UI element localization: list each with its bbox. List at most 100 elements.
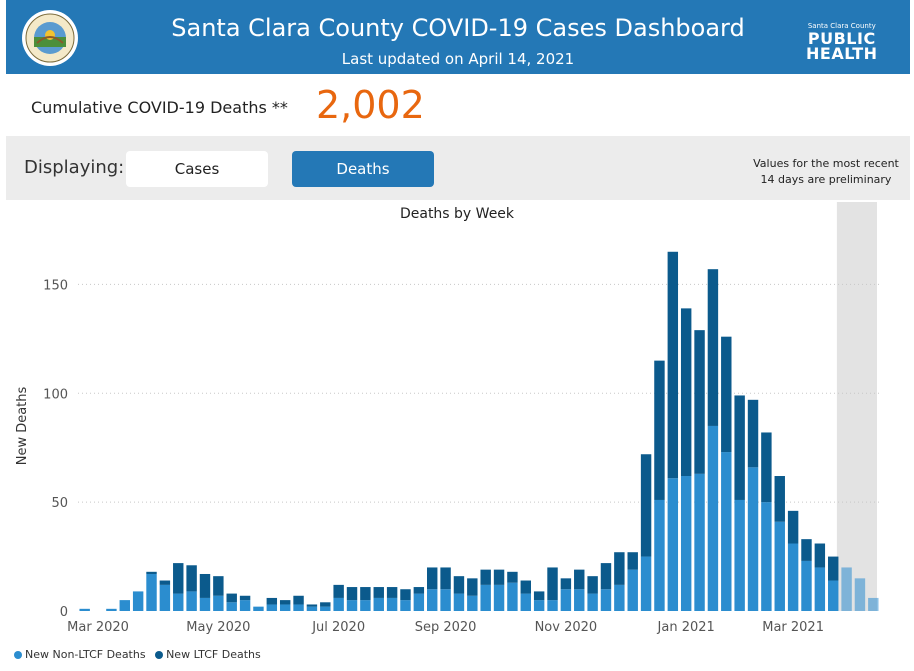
bar-non-ltcf[interactable] [467,595,478,611]
bar-non-ltcf[interactable] [747,467,759,611]
bar-ltcf[interactable] [761,432,772,503]
bar-non-ltcf[interactable] [213,595,224,611]
bar-non-ltcf[interactable] [293,604,304,611]
bar-ltcf[interactable] [266,597,278,605]
bar-non-ltcf[interactable] [159,584,171,611]
bar-non-ltcf[interactable] [333,597,344,611]
bar-non-ltcf[interactable] [386,597,398,611]
bar-non-ltcf[interactable] [253,606,264,611]
bar-ltcf[interactable] [427,567,438,590]
bar-ltcf[interactable] [801,539,812,561]
bar-non-ltcf[interactable] [132,591,144,611]
bar-non-ltcf[interactable] [493,584,505,611]
bar-ltcf[interactable] [654,360,665,500]
bar-non-ltcf[interactable] [400,600,411,611]
bar-ltcf[interactable] [574,569,585,590]
bar-non-ltcf[interactable] [346,600,358,611]
bar-non-ltcf[interactable] [828,580,839,611]
bar-non-ltcf[interactable] [413,593,425,611]
bar-non-ltcf[interactable] [266,604,278,611]
legend-item-non-ltcf[interactable]: New Non-LTCF Deaths [14,648,146,661]
bar-non-ltcf[interactable] [480,584,491,611]
bar-non-ltcf[interactable] [453,593,465,611]
bar-non-ltcf[interactable] [587,593,598,611]
bar-non-ltcf[interactable] [560,589,572,611]
legend-item-ltcf[interactable]: New LTCF Deaths [155,648,261,661]
bar-non-ltcf[interactable] [427,589,438,611]
bar-non-ltcf[interactable] [320,606,331,611]
bar-non-ltcf[interactable] [680,476,692,611]
bar-ltcf[interactable] [507,571,518,583]
bar-non-ltcf[interactable] [627,569,638,611]
bar-non-ltcf[interactable] [801,560,812,611]
bar-ltcf[interactable] [467,578,478,596]
bar-ltcf[interactable] [533,591,545,601]
bar-ltcf[interactable] [413,587,425,594]
bar-ltcf[interactable] [707,269,719,426]
bar-ltcf[interactable] [600,563,612,590]
bar-non-ltcf[interactable] [774,521,785,611]
bar-non-ltcf[interactable] [186,591,197,611]
bar-ltcf[interactable] [680,308,692,477]
bar-non-ltcf[interactable] [520,593,531,611]
bar-non-ltcf[interactable] [547,600,558,611]
bar-non-ltcf[interactable] [373,597,384,611]
bar-ltcf[interactable] [734,395,745,500]
bar-ltcf[interactable] [373,587,384,598]
bar-ltcf[interactable] [787,510,799,544]
bar-non-ltcf[interactable] [667,478,679,611]
bar-non-ltcf[interactable] [841,567,852,611]
bar-ltcf[interactable] [627,552,638,570]
bar-non-ltcf[interactable] [640,556,652,611]
bar-non-ltcf[interactable] [106,608,117,611]
bar-non-ltcf[interactable] [854,578,866,611]
bar-non-ltcf[interactable] [507,582,518,611]
bar-non-ltcf[interactable] [761,502,772,611]
bar-non-ltcf[interactable] [707,425,719,611]
bar-non-ltcf[interactable] [654,499,665,611]
bar-ltcf[interactable] [360,587,371,601]
bar-ltcf[interactable] [694,330,705,474]
bar-non-ltcf[interactable] [173,593,184,611]
bar-non-ltcf[interactable] [226,602,237,611]
bar-non-ltcf[interactable] [814,567,826,611]
bar-non-ltcf[interactable] [734,499,745,611]
cases-button[interactable]: Cases [126,151,268,187]
bar-ltcf[interactable] [173,563,184,594]
bar-ltcf[interactable] [747,399,759,468]
bar-ltcf[interactable] [306,604,318,607]
bar-ltcf[interactable] [333,584,344,598]
bar-ltcf[interactable] [814,543,826,568]
bar-non-ltcf[interactable] [787,543,799,611]
bar-ltcf[interactable] [480,569,491,585]
bar-ltcf[interactable] [547,567,558,601]
bar-non-ltcf[interactable] [440,589,451,611]
bar-ltcf[interactable] [493,569,505,585]
bar-ltcf[interactable] [279,600,291,605]
bar-non-ltcf[interactable] [239,600,251,611]
bar-non-ltcf[interactable] [199,597,211,611]
bar-non-ltcf[interactable] [574,589,585,611]
bar-non-ltcf[interactable] [614,584,625,611]
bar-ltcf[interactable] [320,602,331,607]
bar-non-ltcf[interactable] [279,604,291,611]
bar-ltcf[interactable] [721,336,732,453]
bar-non-ltcf[interactable] [360,600,371,611]
bar-ltcf[interactable] [828,556,839,581]
bar-ltcf[interactable] [159,580,171,585]
bar-ltcf[interactable] [146,571,157,574]
bar-ltcf[interactable] [453,576,465,594]
bar-ltcf[interactable] [667,251,679,479]
bar-ltcf[interactable] [560,578,572,590]
bar-non-ltcf[interactable] [533,600,545,611]
bar-ltcf[interactable] [640,454,652,557]
bar-ltcf[interactable] [293,595,304,605]
bar-ltcf[interactable] [346,587,358,601]
bar-ltcf[interactable] [226,593,237,603]
deaths-button[interactable]: Deaths [292,151,434,187]
bar-non-ltcf[interactable] [79,608,90,611]
bar-ltcf[interactable] [386,587,398,598]
bar-ltcf[interactable] [614,552,625,585]
bar-non-ltcf[interactable] [694,473,705,611]
bar-non-ltcf[interactable] [721,452,732,611]
